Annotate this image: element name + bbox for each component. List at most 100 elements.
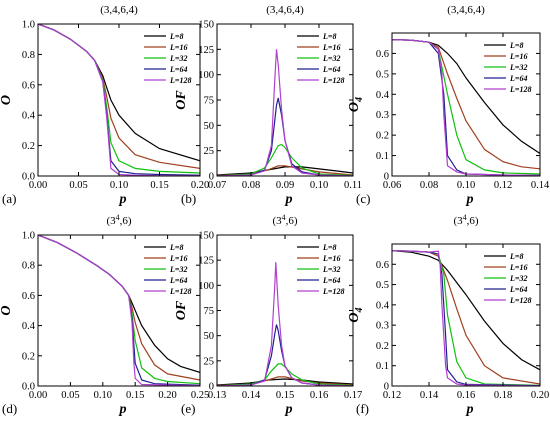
x-tick-label: 0.09 — [276, 180, 294, 191]
y-tick-label: 0.8 — [22, 261, 35, 272]
y-tick-label: 0.2 — [376, 131, 389, 142]
y-tick-label: 50 — [204, 331, 215, 342]
chart-panel-6: 0.12 0.14 0.16 0.18 0.20 0 0.1 0.2 0.3 0.4 0.5 0.6 (… — [347, 213, 549, 417]
x-tick-label: 0.15 — [126, 390, 144, 401]
y-tick-label: 0.3 — [376, 321, 389, 332]
y-tick-label: 0.6 — [376, 49, 389, 60]
y-tick-label: 0.6 — [22, 291, 35, 302]
panel-letter: (e) — [181, 401, 195, 416]
y-tick-label: 0.5 — [376, 69, 389, 80]
y-tick-label: 0.3 — [376, 110, 389, 121]
x-tick-label: 0.10 — [94, 390, 112, 401]
x-tick-label: 0.18 — [494, 390, 512, 401]
plot-frame — [37, 234, 201, 387]
panel-letter: (b) — [181, 191, 196, 206]
legend-label-L=128: L=128 — [322, 76, 344, 85]
legend-label-L=64: L=64 — [509, 74, 527, 83]
title-part: ,6) — [286, 215, 298, 227]
x-tick-label: 0.08 — [242, 180, 260, 191]
legend-label-L=32: L=32 — [322, 54, 340, 63]
y-tick-label: 0 — [209, 382, 214, 393]
x-tick-label: 0.12 — [383, 390, 401, 401]
y-tick-label: 25 — [204, 146, 215, 157]
y-tick-label: 0.0 — [22, 172, 35, 183]
y-tick-label: 75 — [204, 96, 215, 107]
y-tick-label: 25 — [204, 356, 215, 367]
y-tick-label: 0.8 — [22, 50, 35, 61]
y-tick-label: 150 — [198, 231, 214, 242]
x-tick-label: 0.10 — [457, 180, 475, 191]
legend-label-L=32: L=32 — [169, 265, 187, 274]
y-tick-label: 0.1 — [376, 361, 389, 372]
legend-label-L=32: L=32 — [509, 63, 527, 72]
y-tick-label: 0.4 — [22, 321, 36, 332]
legend-label-L=16: L=16 — [169, 254, 187, 263]
panel-letter: (c) — [356, 191, 370, 206]
y-tick-label: 0 — [384, 382, 389, 393]
y-tick-label: 0.5 — [376, 280, 389, 291]
legend-label-L=8: L=8 — [169, 243, 183, 252]
chart-panel-2: 0.07 0.08 0.09 0.10 0.11 0 25 50 75 100 125 150 (3,4… — [174, 4, 362, 207]
legend-label-L=64: L=64 — [169, 276, 187, 285]
y-axis-label-main: O — [347, 312, 362, 322]
legend-label-L=32: L=32 — [169, 54, 187, 63]
x-tick-label: 0.10 — [310, 180, 328, 191]
legend-label-L=16: L=16 — [322, 43, 340, 52]
y-tick-label: 50 — [204, 121, 215, 132]
y-axis-label-main: O — [0, 305, 14, 315]
y-tick-label: 100 — [198, 281, 214, 292]
chart-panel-4: 0.00 0.05 0.10 0.15 0.20 0.25 0.0 0.2 0.4 0.6 0.8 1… — [0, 213, 209, 417]
series-line-L=128 — [392, 250, 540, 386]
panel-letter: (a) — [2, 191, 16, 206]
x-tick-label: 0.05 — [69, 180, 87, 191]
panel-title: (34,6) — [106, 213, 131, 227]
x-axis-label: p — [285, 192, 293, 207]
y-axis-label-subscript: 4 — [354, 97, 365, 103]
x-tick-label: 0.25 — [191, 390, 209, 401]
x-tick-label: 0.20 — [531, 390, 549, 401]
series-line-L=128 — [217, 262, 353, 386]
y-tick-label: 0 — [209, 172, 214, 183]
legend-label-L=32: L=32 — [509, 274, 527, 283]
legend-label-L=8: L=8 — [509, 41, 523, 50]
y-tick-label: 0.6 — [376, 260, 389, 271]
x-tick-label: 0.08 — [420, 180, 438, 191]
y-tick-label: 0 — [384, 172, 389, 183]
panel-title: (3,4,6,4) — [447, 4, 485, 16]
y-tick-label: 1.0 — [22, 231, 35, 242]
chart-panel-1: 0.00 0.05 0.10 0.15 0.20 0.0 0.2 0.4 0.6 0.8 1.0 (3… — [0, 4, 209, 207]
x-tick-label: 0.15 — [276, 390, 294, 401]
title-superscript: 4 — [463, 213, 467, 222]
legend-label-L=64: L=64 — [509, 285, 527, 294]
y-axis-label-subscript: 4 — [354, 307, 365, 313]
title-part: (3,4,6,4) — [447, 4, 485, 16]
y-axis-label-main: OF — [174, 90, 189, 110]
x-tick-label: 0.13 — [208, 390, 226, 401]
legend-label-L=8: L=8 — [169, 32, 183, 41]
x-tick-label: 0.14 — [531, 180, 550, 191]
x-tick-label: 0.12 — [494, 180, 512, 191]
x-axis-label: p — [119, 192, 127, 207]
y-axis-label: OF — [174, 300, 189, 320]
x-tick-label: 0.07 — [208, 180, 226, 191]
legend-label-L=128: L=128 — [509, 296, 531, 305]
y-tick-label: 0.4 — [376, 300, 390, 311]
y-tick-label: 150 — [198, 20, 214, 31]
series-line-L=128 — [38, 24, 200, 176]
y-tick-label: 0.2 — [376, 341, 389, 352]
x-tick-label: 0.10 — [110, 180, 128, 191]
y-tick-label: 0.2 — [22, 351, 35, 362]
panel-letter: (d) — [2, 401, 17, 416]
x-tick-label: 0.00 — [29, 390, 47, 401]
x-tick-label: 0.00 — [29, 180, 47, 191]
legend-label-L=32: L=32 — [322, 265, 340, 274]
series-line-L=128 — [38, 235, 200, 386]
y-tick-label: 0.4 — [22, 111, 36, 122]
legend-label-L=8: L=8 — [509, 252, 523, 261]
y-tick-label: 125 — [198, 256, 214, 267]
x-tick-label: 0.17 — [344, 390, 362, 401]
legend-label-L=16: L=16 — [169, 43, 187, 52]
legend-label-L=8: L=8 — [322, 243, 336, 252]
x-axis-label: p — [466, 192, 474, 207]
x-tick-label: 0.11 — [344, 180, 362, 191]
